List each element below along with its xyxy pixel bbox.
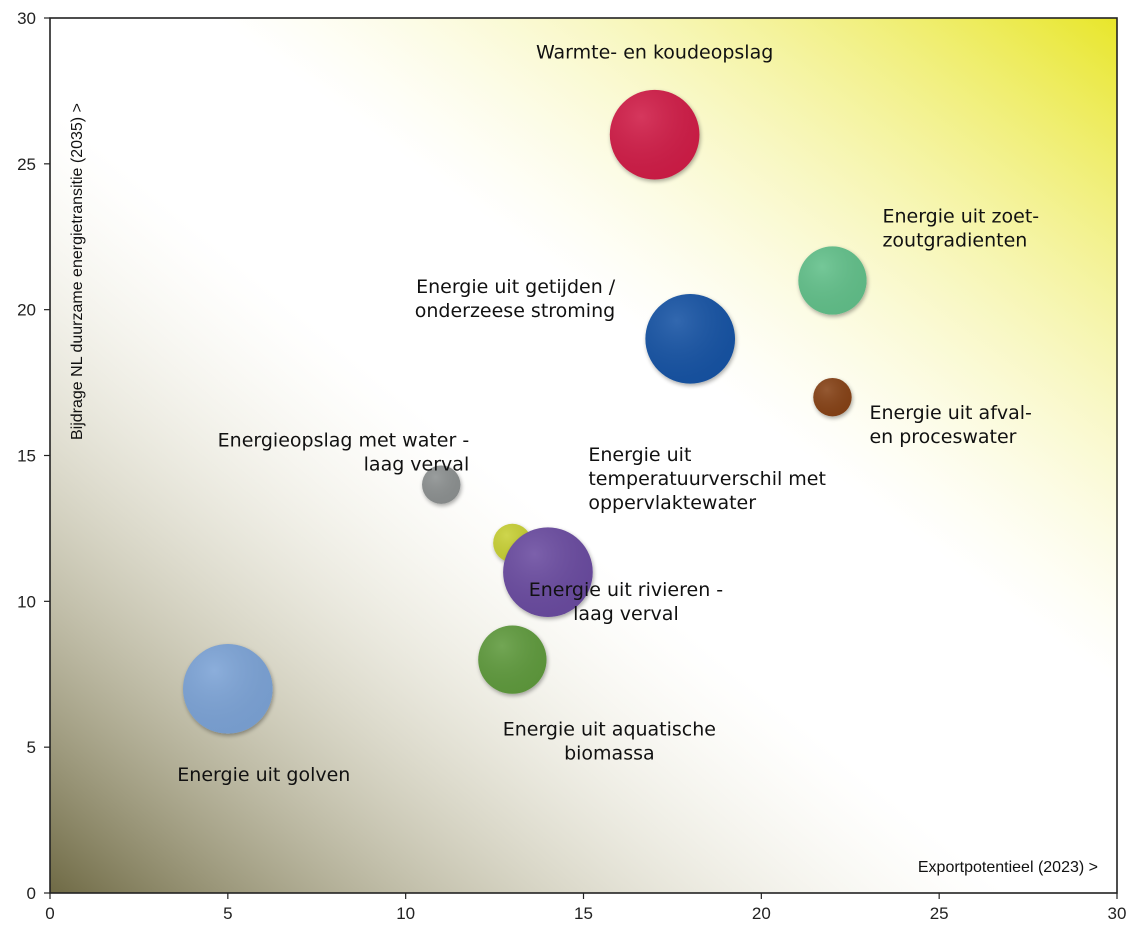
x-tick-label: 0 [45, 904, 54, 923]
x-tick-label: 25 [930, 904, 949, 923]
bubble-label-line: zoutgradienten [882, 230, 1027, 252]
bubble-label: Energie uit rivieren -laag verval [529, 579, 723, 625]
y-axis-ticks: 0 5 10 15 20 25 30 [17, 9, 50, 903]
bottom-left-gradient [50, 18, 1117, 893]
bubble-label-line: Energie uit golven [177, 764, 350, 786]
bubble-sheen [645, 294, 736, 384]
bubble-label-line: Warmte- en koudeopslag [536, 42, 773, 64]
bubble-label: Energie uit golven [177, 764, 350, 786]
bubble-label: Energie uit afval-en proceswater [869, 402, 1031, 448]
bubble-label: Energie uit temperatuurverschil met opperv… [588, 444, 826, 514]
bubble-label: Energie uit getijden / onderzeese stromin… [415, 276, 616, 322]
x-tick-label: 10 [396, 904, 415, 923]
bubble-label-line: Energie uit [588, 444, 691, 466]
x-tick-label: 20 [752, 904, 771, 923]
y-tick-label: 30 [17, 9, 36, 28]
bubble-label-line: laag verval [364, 454, 470, 476]
y-tick-label: 5 [27, 738, 36, 757]
bubble-label-line: Energie uit zoet- [882, 206, 1039, 228]
bubble-label-line: onderzeese stroming [415, 300, 615, 322]
x-tick-label: 30 [1108, 904, 1127, 923]
bubbles [183, 89, 867, 734]
bubble-sheen [478, 625, 547, 694]
y-tick-label: 0 [27, 884, 36, 903]
bubble-label: Warmte- en koudeopslag [536, 42, 773, 64]
bubble-sheen [183, 644, 273, 734]
bubble-sheen [813, 377, 852, 417]
bubble-label-line: biomassa [564, 743, 655, 765]
bubble-labels: Warmte- en koudeopslag Energie uit zoet-z… [177, 42, 1039, 786]
bubble-label-line: oppervlaktewater [588, 492, 756, 514]
bubble-label: Energieopslag met water -laag verval [218, 430, 470, 476]
plot-background [49, 17, 1118, 894]
bubble-sheen [609, 89, 700, 180]
y-axis-title: Bijdrage NL duurzame energietransitie (2… [69, 103, 86, 440]
bubble-label-line: Energie uit rivieren - [529, 579, 723, 601]
bubble-label-line: temperatuurverschil met [588, 468, 826, 490]
y-tick-label: 15 [17, 447, 36, 466]
bubble-label-line: en proceswater [869, 426, 1016, 448]
bubble-label-line: Energie uit afval- [869, 402, 1031, 424]
x-tick-label: 5 [223, 904, 232, 923]
y-tick-label: 10 [17, 592, 36, 611]
x-axis-title: Exportpotentieel (2023) > [918, 859, 1098, 876]
bubble-label: Energie uit aquatische biomassa [503, 719, 716, 765]
bubble-sheen [422, 465, 461, 504]
bubble-sheen [503, 527, 593, 617]
y-tick-label: 25 [17, 155, 36, 174]
bubble-label-line: Energieopslag met water - [218, 430, 470, 452]
bubble-label-line: laag verval [573, 603, 679, 625]
y-tick-label: 20 [17, 301, 36, 320]
x-tick-label: 15 [574, 904, 593, 923]
bubble-label-line: Energie uit getijden / [416, 276, 616, 298]
bubble-sheen [798, 246, 867, 315]
bubble-label-line: Energie uit aquatische [503, 719, 716, 741]
x-axis-ticks: 0 5 10 15 20 25 30 [45, 893, 1126, 923]
bubble-label: Energie uit zoet-zoutgradienten [882, 206, 1039, 252]
